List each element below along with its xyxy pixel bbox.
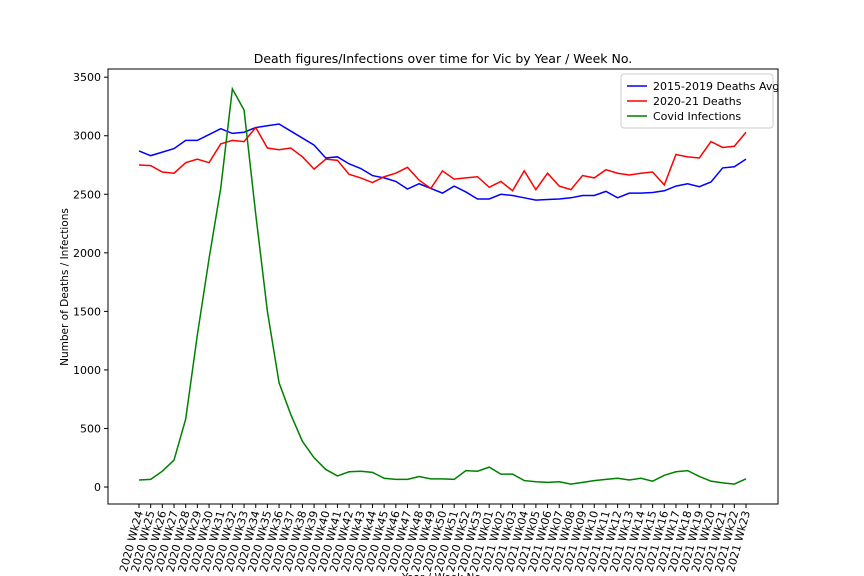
y-tick-label: 3500 [73, 71, 101, 84]
series-line [138, 123, 747, 201]
x-axis-label: Year / Week No. [401, 572, 484, 576]
legend-box [620, 73, 774, 129]
series-line [138, 126, 747, 192]
chart-title: Death figures/Infections over time for V… [254, 51, 633, 66]
y-axis-label: Number of Deaths / Infections [59, 208, 71, 366]
y-tick-label: 2500 [73, 188, 101, 201]
y-tick-label: 3000 [73, 130, 101, 143]
legend-label: 2020-21 Deaths [653, 95, 742, 108]
series-line [138, 86, 747, 485]
y-tick-label: 0 [94, 481, 101, 494]
y-tick-label: 1000 [73, 364, 101, 377]
legend-label: Covid Infections [653, 110, 741, 123]
y-tick-label: 1500 [73, 305, 101, 318]
plot-frame [107, 68, 779, 505]
y-tick-label: 2000 [73, 247, 101, 260]
legend-label: 2015-2019 Deaths Avg [653, 80, 779, 93]
y-tick-label: 500 [80, 422, 101, 435]
